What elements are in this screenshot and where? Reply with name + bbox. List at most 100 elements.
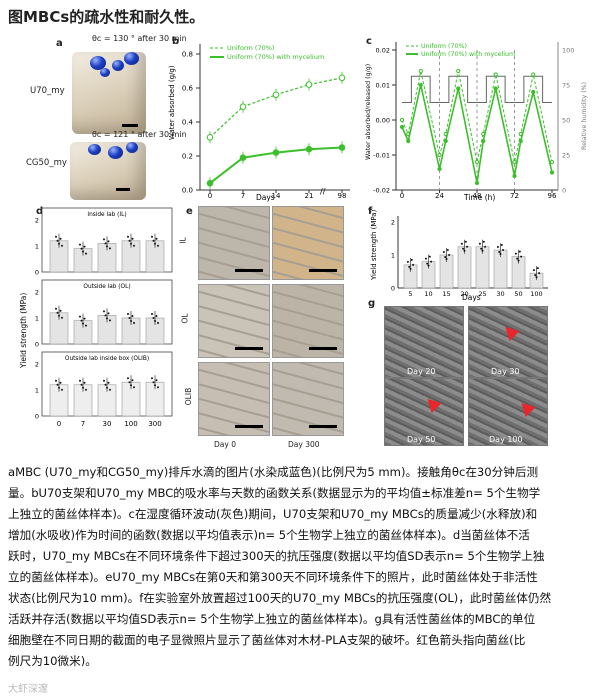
data-point	[443, 138, 448, 144]
x-axis-label: Time (h)	[463, 193, 495, 202]
data-point	[531, 72, 536, 77]
data-point	[82, 386, 84, 389]
data-point	[104, 383, 107, 386]
data-point	[478, 242, 481, 245]
data-point	[480, 247, 483, 250]
data-point	[82, 250, 84, 253]
data-point	[131, 379, 134, 382]
data-point	[549, 170, 555, 175]
y-tick-label: 0	[35, 341, 39, 349]
data-point	[474, 180, 480, 186]
data-point	[106, 317, 108, 320]
data-point	[107, 381, 110, 384]
panel-f-label: f	[368, 206, 373, 217]
data-point	[493, 72, 498, 77]
sem-label: Day 100	[489, 435, 523, 444]
panel-g-label: g	[368, 298, 376, 309]
scale-bar	[235, 425, 263, 428]
data-point	[55, 379, 57, 382]
y-tick-label: 0.4	[182, 119, 194, 127]
data-point	[56, 311, 59, 314]
sem-label: Day 30	[491, 367, 520, 376]
data-point	[152, 381, 155, 384]
data-point	[426, 262, 429, 265]
caption-line: 立的菌丝体样本)。eU70_my MBCs在第0天和第300天不同环境条件下的照…	[8, 570, 538, 584]
data-point	[518, 250, 521, 253]
x-tick-label: 0	[57, 420, 61, 428]
data-point	[152, 239, 155, 242]
data-point	[133, 386, 135, 389]
x-tick-label: 7	[81, 420, 85, 428]
day-label: Day 0	[214, 440, 236, 449]
data-point	[549, 159, 555, 165]
panel-a-label: a	[56, 38, 63, 49]
caption-line: 量。bU70支架和U70_my MBC的吸水率与天数的函数关系(数据显示为的平均…	[8, 486, 541, 500]
water-drop	[112, 60, 124, 71]
data-point	[499, 253, 502, 256]
data-point	[428, 255, 431, 258]
subplot-title: Outside lab (OL)	[83, 284, 130, 290]
data-point	[437, 166, 442, 172]
y-tick-label: 1	[391, 252, 395, 260]
sample-photo	[272, 362, 344, 436]
data-point	[442, 251, 445, 253]
data-point	[481, 249, 484, 252]
sem-day-20: Day 20	[384, 306, 464, 378]
y-tick-label: 0.01	[376, 82, 390, 90]
data-point	[85, 324, 87, 327]
panel-b-label: b	[172, 36, 180, 47]
data-point	[502, 249, 505, 252]
data-point	[107, 240, 110, 243]
water-drop	[88, 144, 101, 155]
water-drop	[90, 56, 106, 70]
data-point	[79, 379, 81, 382]
y-tick-label: 0.0	[182, 187, 193, 195]
sample-photo	[198, 206, 270, 280]
data-point	[133, 244, 135, 247]
x-tick-label: 48	[473, 192, 482, 200]
data-point	[106, 386, 108, 389]
condition-label: OLIB	[184, 387, 194, 406]
data-point	[512, 159, 517, 165]
x-tick-label: 100	[124, 420, 137, 428]
sample-name-top: U70_my	[30, 86, 65, 96]
legend-uniform-mycelium: Uniform (70%) with mycelium	[227, 53, 324, 61]
data-point	[338, 144, 346, 151]
y-axis-label: Yield strength (MPa)	[370, 209, 378, 281]
y-axis-label: Water absorbed/released (g/g)	[365, 64, 372, 160]
condition-label: IL	[178, 237, 188, 244]
data-point	[474, 159, 480, 165]
x-tick-label: 25	[478, 290, 486, 298]
caption-line: 状态(比例尺为10 mm)。f在实验室外放置超过100天的U70_my MBCs…	[8, 591, 552, 605]
sem-day-30: Day 30	[468, 306, 548, 378]
sample-photo	[198, 362, 270, 436]
x-tick-label: 5	[408, 290, 412, 298]
data-point	[517, 259, 520, 262]
data-point	[456, 68, 461, 74]
data-point	[462, 247, 465, 250]
legend-uniform-mycelium: Uniform (70%) with mycelium	[421, 51, 515, 58]
y-tick-label: 0.2	[182, 153, 193, 161]
y-tick-label: 1	[35, 387, 39, 395]
y2-tick-label: 100	[562, 47, 574, 55]
data-point	[412, 263, 415, 266]
x-tick-label: 0	[208, 192, 212, 200]
series-line	[209, 77, 343, 138]
x-tick-label: 30	[103, 420, 112, 428]
x-tick-label: 15	[442, 290, 450, 298]
data-point	[151, 377, 153, 380]
watermark: 大虾深邃	[8, 684, 48, 695]
data-point	[155, 315, 158, 317]
data-point	[80, 319, 83, 322]
data-point	[107, 312, 110, 315]
y2-axis-label: Relative humidity (%)	[581, 82, 588, 150]
y2-tick-label: 0	[562, 187, 566, 195]
data-point	[427, 264, 430, 267]
data-point	[80, 247, 83, 250]
y-tick-label: 0	[391, 285, 395, 293]
data-point	[106, 245, 108, 248]
data-point	[535, 276, 538, 279]
data-point	[109, 247, 111, 250]
y-tick-label: 0.02	[376, 47, 390, 55]
sem-day-100: Day 100	[468, 378, 548, 446]
